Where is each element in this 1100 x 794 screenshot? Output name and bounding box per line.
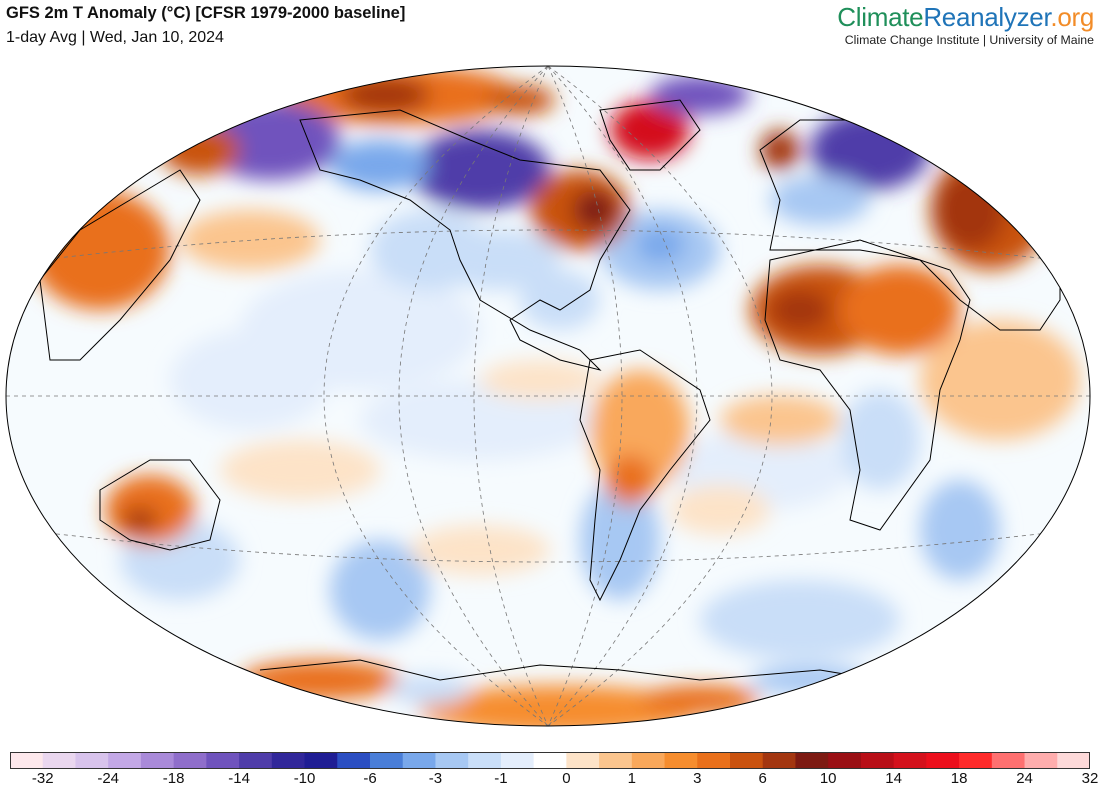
colorbar-swatch <box>533 752 567 769</box>
colorbar-swatch <box>206 752 240 769</box>
colorbar-swatch <box>173 752 207 769</box>
colorbar-swatch <box>893 752 927 769</box>
brand-wordmark-part2: Reanalyzer <box>923 2 1051 32</box>
colorbar-tick-label: 6 <box>758 770 767 787</box>
globe-border <box>5 65 1091 727</box>
colorbar-swatch <box>402 752 436 769</box>
colorbar-swatch <box>566 752 600 769</box>
colorbar-swatch <box>959 752 993 769</box>
map-subtitle: 1-day Avg | Wed, Jan 10, 2024 <box>6 29 224 46</box>
colorbar-tick-label: 1 <box>627 770 636 787</box>
colorbar-tick-label: -3 <box>428 770 443 787</box>
colorbar-swatch <box>271 752 306 769</box>
colorbar-ticks: -32 -24 -18 -14 -10 -6 -3 -1 0 1 3 6 10 14 18 24 32 <box>0 770 1100 790</box>
colorbar-swatch <box>697 752 731 769</box>
colorbar-swatch <box>1024 752 1058 769</box>
brand-tagline: Climate Change Institute | University of… <box>844 33 1094 47</box>
colorbar-tick-label: 10 <box>819 770 837 787</box>
colorbar-swatch <box>500 752 535 769</box>
anomaly-map <box>5 65 1091 727</box>
colorbar-swatch <box>631 752 666 769</box>
colorbar-tick-label: 32 <box>1081 770 1099 787</box>
colorbar <box>10 752 1090 769</box>
colorbar-tick-label: 3 <box>693 770 702 787</box>
colorbar-swatch <box>1057 752 1090 769</box>
north-america-outline <box>299 109 631 371</box>
graticule <box>6 66 1090 726</box>
colorbar-swatch <box>730 752 764 769</box>
colorbar-tick-label: -18 <box>162 770 185 787</box>
colorbar-swatch <box>10 752 44 769</box>
colorbar-border <box>10 752 1090 769</box>
colorbar-swatch <box>42 752 76 769</box>
colorbar-swatch <box>239 752 273 769</box>
colorbar-tick-label: -14 <box>228 770 250 787</box>
brand-wordmark-part3: .org <box>1050 2 1094 32</box>
africa-outline <box>764 239 971 531</box>
colorbar-swatch <box>664 752 698 769</box>
colorbar-swatch <box>991 752 1026 769</box>
colorbar-swatch <box>435 752 469 769</box>
colorbar-swatch <box>599 752 633 769</box>
colorbar-swatch <box>108 752 142 769</box>
antarctica-outline <box>259 659 881 681</box>
map-title: GFS 2m T Anomaly (°C) [CFSR 1979-2000 ba… <box>6 4 406 22</box>
colorbar-tick-label: -1 <box>494 770 508 787</box>
south-america-outline <box>579 349 711 602</box>
colorbar-tick-label: 0 <box>562 770 571 787</box>
colorbar-tick-label: -32 <box>31 770 54 787</box>
colorbar-swatch <box>926 752 960 769</box>
colorbar-swatch <box>860 752 895 769</box>
colorbar-tick-label: 18 <box>950 770 968 787</box>
brand-logo: ClimateReanalyzer.org Climate Change Ins… <box>837 3 1094 47</box>
colorbar-tick-label: -24 <box>97 770 120 787</box>
brand-wordmark: ClimateReanalyzer.org <box>837 3 1094 31</box>
colorbar-tick-label: 24 <box>1016 770 1033 787</box>
colorbar-swatch <box>304 752 338 769</box>
colorbar-tick-label: -10 <box>293 770 316 787</box>
colorbar-tick-label: -6 <box>363 770 377 787</box>
colorbar-swatch <box>337 752 371 769</box>
colorbar-tick-label: 14 <box>885 770 902 787</box>
brand-wordmark-part1: Climate <box>837 2 924 32</box>
east-asia-outline <box>39 169 201 361</box>
colorbar-swatch <box>762 752 796 769</box>
colorbar-swatch <box>468 752 502 769</box>
colorbar-swatch <box>795 752 829 769</box>
australia-outline <box>99 459 221 551</box>
colorbar-swatch <box>140 752 175 769</box>
colorbar-swatch <box>828 752 862 769</box>
colorbar-swatch <box>370 752 404 769</box>
greenland-outline <box>599 99 701 171</box>
colorbar-swatch <box>75 752 109 769</box>
